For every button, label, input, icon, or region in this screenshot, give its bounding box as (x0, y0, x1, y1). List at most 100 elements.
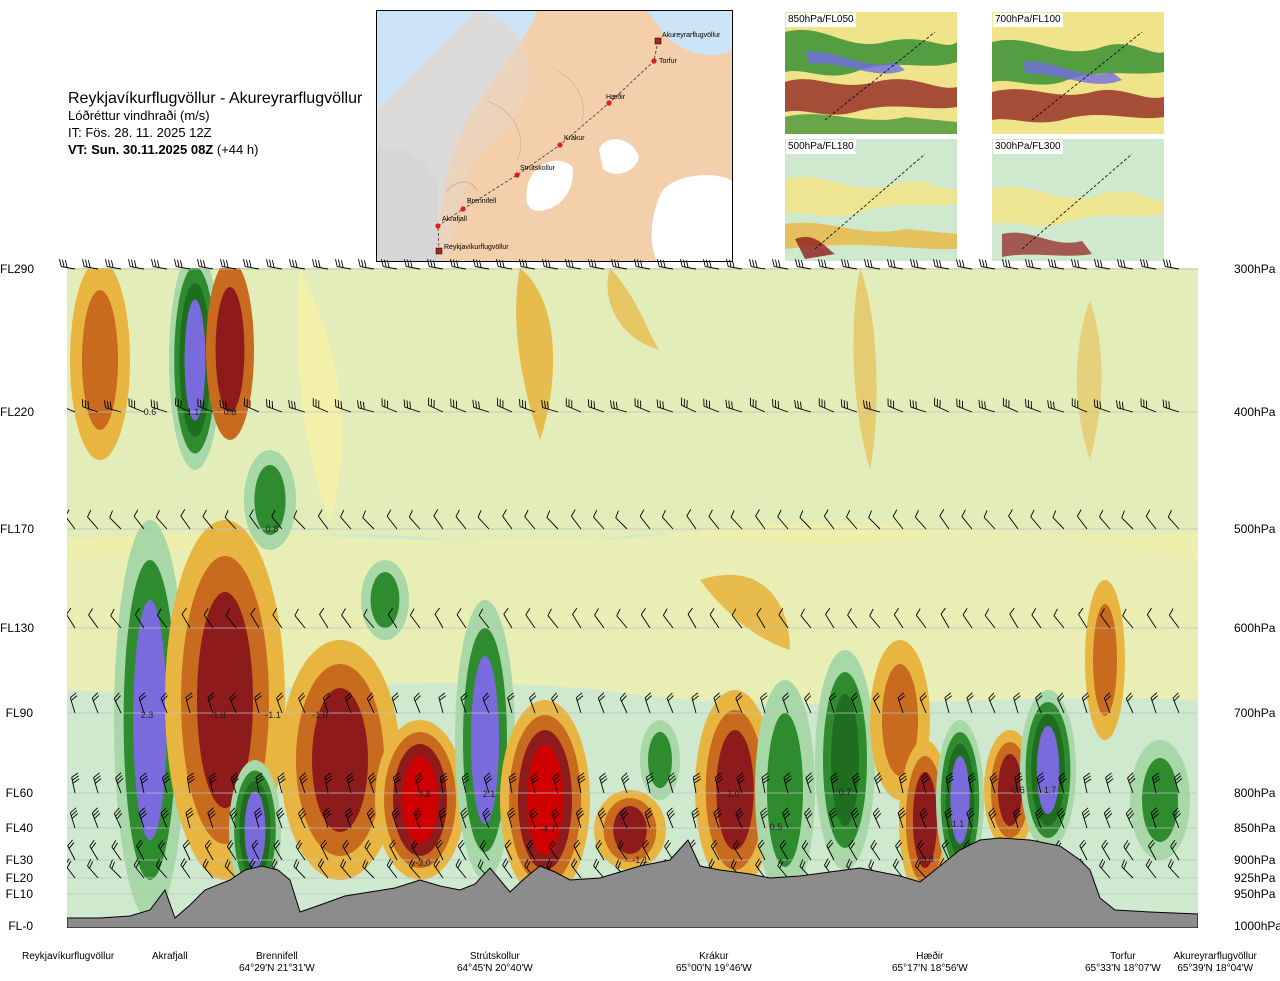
wind-barb (887, 398, 904, 413)
wind-barb (434, 607, 444, 629)
wind-barb (966, 692, 974, 714)
wind-barb (1151, 772, 1161, 794)
wind-barb (1127, 772, 1136, 794)
wind-barb (450, 398, 467, 413)
route-point-marker (514, 172, 520, 178)
wind-barb (940, 607, 950, 629)
wind-barb (69, 807, 79, 829)
field-cell (244, 791, 266, 869)
wind-barb (1163, 259, 1180, 270)
thumbnail-700hpa[interactable]: 700hPa/FL100 (992, 12, 1164, 134)
field-cell (1036, 726, 1060, 814)
heatmap-field: 0.6 1.1 0.8 0.8 2.3 -1.8 -1.1 -1.0 -3.8 2.1 -4.7 -3… (67, 268, 1198, 928)
wind-barb (160, 692, 168, 714)
wind-barb (526, 839, 536, 861)
thumbnail-850hpa-map (785, 12, 957, 134)
wind-barb (565, 398, 582, 413)
wind-barb (593, 509, 605, 530)
wind-barb (945, 772, 954, 794)
route-point-marker (654, 37, 662, 45)
location-name: Krákur (699, 951, 729, 962)
top-wind-barbs (59, 259, 1180, 270)
wind-barb (895, 839, 904, 861)
wind-barb (573, 839, 582, 861)
wind-barb (317, 509, 329, 530)
wind-barb (1145, 509, 1157, 530)
thumbnail-700hpa-label: 700hPa/FL100 (993, 13, 1063, 27)
wind-barb (433, 509, 444, 530)
wind-barb (1076, 509, 1088, 530)
wind-barb (799, 510, 812, 530)
wind-barb (1035, 807, 1044, 829)
wind-barb (662, 608, 674, 629)
wind-barb (934, 397, 950, 413)
wind-barb (1030, 509, 1042, 530)
wind-barb (783, 772, 792, 794)
wind-barb (898, 772, 908, 794)
wind-barb (914, 510, 927, 530)
glacier-3 (651, 175, 732, 261)
thumbnail-500hpa[interactable]: 500hPa/FL180 (785, 139, 957, 261)
wind-barb (226, 840, 237, 861)
value-label: -1.1 (265, 710, 281, 720)
wind-barb (202, 509, 214, 530)
wind-barb (104, 400, 122, 413)
wind-barb (155, 859, 168, 879)
wind-barb (988, 807, 997, 829)
field-cell (370, 572, 400, 628)
wind-barb (299, 772, 308, 794)
wind-barb (197, 259, 214, 270)
wind-barb (433, 858, 444, 879)
wind-barb (1081, 807, 1091, 829)
wind-barb (273, 839, 283, 861)
wind-barb (180, 858, 191, 879)
wind-barb (272, 608, 283, 629)
terrain-profile (67, 837, 1198, 928)
wind-barb (312, 398, 329, 413)
wind-barb (639, 509, 651, 530)
location-coord: 64°45'N 20°40'W (457, 963, 533, 974)
wind-barb (1099, 509, 1111, 530)
wind-barb (1121, 859, 1134, 879)
wind-barb (67, 509, 76, 530)
wind-barb (1172, 807, 1181, 829)
wind-barb (69, 692, 78, 714)
wind-barb (570, 509, 582, 530)
wind-barb (818, 259, 835, 270)
wind-barb (703, 398, 720, 413)
flight-level-label: FL40 (5, 821, 33, 835)
wind-barb (795, 259, 812, 270)
wind-barb (634, 398, 651, 413)
field-band (853, 268, 877, 470)
value-label: -3.8 (415, 789, 431, 799)
wind-barb (293, 859, 306, 879)
location-coord: 64°29'N 21°31'W (239, 963, 315, 974)
thumbnail-300hpa[interactable]: 300hPa/FL300 (992, 139, 1164, 261)
wind-barb (1013, 692, 1021, 714)
wind-barb (334, 399, 352, 413)
thumbnail-850hpa[interactable]: 850hPa/FL050 (785, 12, 957, 134)
flight-level-label: FL170 (0, 522, 35, 536)
location-coord: 65°33'N 18°07'W (1085, 963, 1161, 974)
wind-barb (185, 692, 193, 714)
wind-barb (755, 858, 766, 879)
route-point-label: Reykjavíkurflugvöllur (444, 244, 509, 251)
wind-barb (366, 807, 376, 829)
location-name: Reykjavíkurflugvöllur (22, 951, 115, 962)
wind-barb (847, 608, 858, 629)
wind-barb (151, 259, 168, 270)
value-label: 2.3 (141, 710, 154, 720)
wind-barb (277, 772, 286, 794)
route-point-marker (651, 58, 657, 64)
wind-barb (438, 692, 446, 714)
wind-barb (298, 692, 306, 714)
route-point-label: Strútskollur (520, 165, 556, 172)
location-name: Strútskollur (469, 951, 520, 962)
wind-barb (1058, 772, 1067, 794)
wind-barb (342, 839, 352, 861)
wind-barb (67, 839, 76, 861)
wind-barb (362, 859, 375, 879)
field-cell (527, 745, 563, 855)
wind-barb (777, 858, 789, 879)
wind-barb (271, 509, 283, 530)
